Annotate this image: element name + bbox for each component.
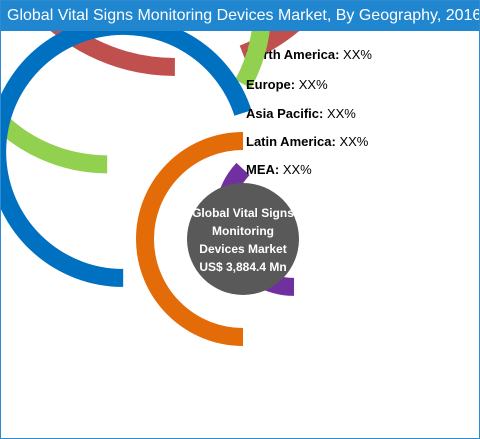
ring-latin-america	[136, 132, 244, 346]
legend-latin-america: Latin America: XX%	[246, 134, 369, 149]
chart-title: Global Vital Signs Monitoring Devices Ma…	[1, 1, 479, 31]
legend-europe: Europe: XX%	[246, 77, 328, 92]
center-label-line: Global Vital Signs	[192, 206, 294, 220]
center-circle	[187, 183, 299, 295]
legend-mea: MEA: XX%	[246, 162, 312, 177]
ring-asia-pacific	[1, 31, 252, 287]
center-label-line: Monitoring	[212, 224, 274, 238]
legend-asia-pacific: Asia Pacific: XX%	[246, 106, 356, 121]
legend-north-america: North America: XX%	[246, 47, 372, 62]
center-label-line: Devices Market	[199, 242, 286, 256]
radial-bar-chart: North America: XX% Europe: XX% Asia Pacifi…	[1, 31, 372, 346]
center-label-line: US$ 3,884.4 Mn	[199, 260, 286, 274]
